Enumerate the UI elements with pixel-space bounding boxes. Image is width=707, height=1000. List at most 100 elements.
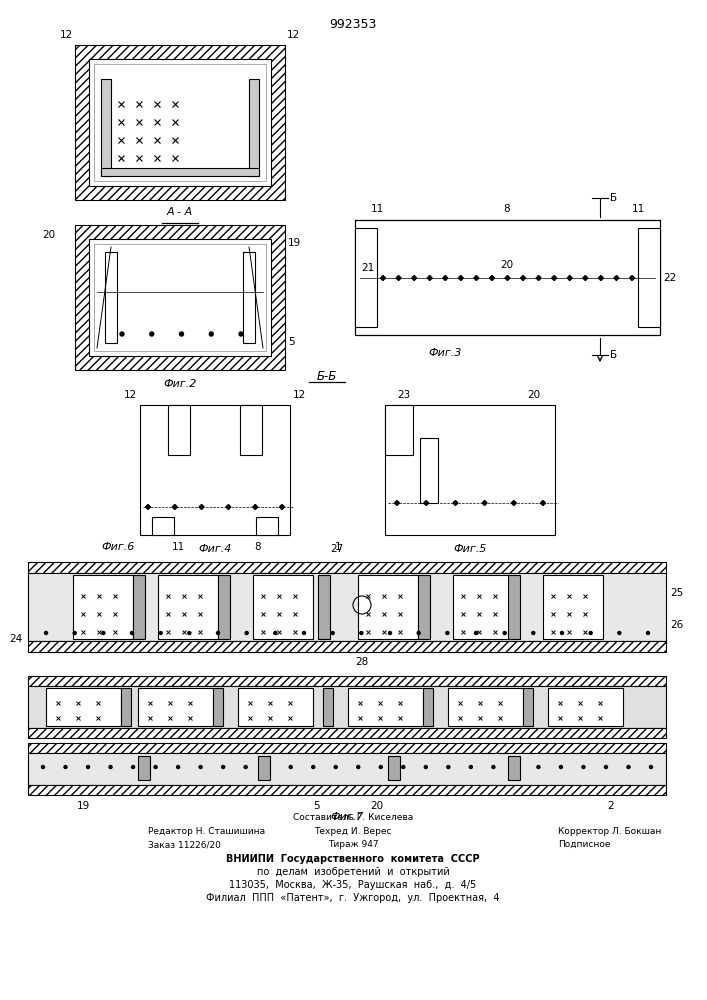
Polygon shape: [505, 275, 510, 280]
Polygon shape: [279, 504, 284, 510]
Circle shape: [150, 332, 153, 336]
Bar: [253, 575, 313, 639]
Text: 5: 5: [314, 801, 320, 811]
Bar: [638, 228, 660, 327]
Polygon shape: [146, 504, 151, 510]
Circle shape: [589, 632, 592, 635]
Text: 21: 21: [362, 263, 375, 273]
Circle shape: [177, 766, 180, 768]
Polygon shape: [551, 275, 556, 280]
Polygon shape: [380, 275, 385, 280]
Polygon shape: [567, 275, 572, 280]
Circle shape: [159, 632, 162, 635]
Text: 25: 25: [670, 588, 683, 598]
Text: 28: 28: [356, 657, 368, 667]
Polygon shape: [423, 500, 428, 506]
Circle shape: [188, 632, 191, 635]
Bar: [28, 562, 666, 573]
Text: Подписное: Подписное: [558, 840, 611, 849]
Text: 23: 23: [397, 390, 410, 400]
Bar: [94, 244, 266, 351]
Polygon shape: [511, 500, 516, 506]
Polygon shape: [395, 500, 399, 506]
Bar: [543, 575, 603, 639]
Bar: [420, 438, 438, 503]
Text: Фиг.3: Фиг.3: [428, 348, 462, 358]
Text: 5: 5: [288, 337, 295, 347]
Bar: [508, 756, 520, 780]
Circle shape: [312, 766, 315, 768]
Circle shape: [559, 766, 563, 768]
Bar: [453, 575, 513, 639]
Text: 2: 2: [608, 801, 614, 811]
Bar: [238, 688, 313, 726]
Polygon shape: [199, 504, 204, 510]
Text: ВНИИПИ  Государственного  комитета  СССР: ВНИИПИ Государственного комитета СССР: [226, 854, 480, 864]
Circle shape: [492, 766, 495, 768]
Text: 26: 26: [670, 620, 683, 630]
Circle shape: [244, 766, 247, 768]
Circle shape: [357, 766, 360, 768]
Bar: [101, 79, 111, 176]
Text: 8: 8: [503, 204, 510, 214]
Polygon shape: [252, 504, 257, 510]
Polygon shape: [540, 500, 546, 506]
Bar: [243, 252, 255, 343]
Circle shape: [646, 632, 650, 635]
Circle shape: [446, 632, 449, 635]
Circle shape: [532, 632, 534, 635]
Text: 19: 19: [288, 238, 301, 248]
Circle shape: [64, 766, 67, 768]
Circle shape: [627, 766, 630, 768]
Text: Фиг.6: Фиг.6: [101, 542, 135, 552]
Circle shape: [86, 766, 90, 768]
Bar: [28, 728, 666, 738]
Circle shape: [180, 332, 184, 336]
Text: 20: 20: [501, 260, 513, 270]
Polygon shape: [173, 504, 177, 510]
Bar: [385, 405, 555, 535]
Bar: [323, 688, 333, 726]
Text: 22: 22: [663, 273, 677, 283]
Circle shape: [42, 766, 45, 768]
Circle shape: [120, 332, 124, 336]
Bar: [448, 688, 523, 726]
Text: 20: 20: [370, 801, 384, 811]
Bar: [158, 575, 218, 639]
Bar: [94, 64, 266, 181]
Bar: [240, 405, 262, 455]
Circle shape: [424, 766, 427, 768]
Polygon shape: [583, 275, 588, 280]
Polygon shape: [474, 275, 479, 280]
Text: Фиг.2: Фиг.2: [163, 379, 197, 389]
Circle shape: [216, 632, 219, 635]
Bar: [358, 575, 418, 639]
Bar: [28, 753, 666, 785]
Bar: [168, 405, 190, 455]
Polygon shape: [614, 275, 619, 280]
Polygon shape: [598, 275, 603, 280]
Polygon shape: [443, 275, 448, 280]
Bar: [28, 686, 666, 728]
Circle shape: [447, 766, 450, 768]
Bar: [46, 688, 121, 726]
Circle shape: [289, 766, 292, 768]
Circle shape: [154, 766, 157, 768]
Text: Фиг.4: Фиг.4: [198, 544, 232, 554]
Text: Составитель Г. Киселева: Составитель Г. Киселева: [293, 813, 413, 822]
Bar: [213, 688, 223, 726]
Circle shape: [131, 632, 134, 635]
Bar: [89, 59, 271, 186]
Polygon shape: [482, 500, 487, 506]
Bar: [218, 575, 230, 639]
Text: 8: 8: [255, 542, 262, 552]
Circle shape: [402, 766, 405, 768]
Bar: [348, 688, 423, 726]
Text: 12: 12: [124, 390, 137, 400]
Circle shape: [474, 632, 477, 635]
Bar: [133, 575, 145, 639]
Circle shape: [334, 766, 337, 768]
Bar: [152, 517, 174, 535]
Text: 12: 12: [60, 30, 73, 40]
Circle shape: [73, 632, 76, 635]
